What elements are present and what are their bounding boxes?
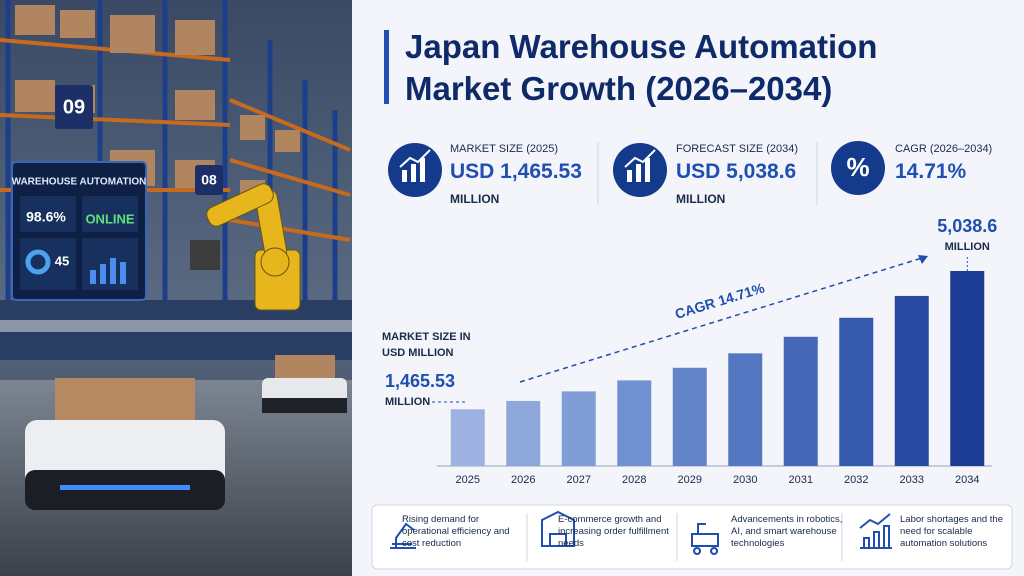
bar [617,380,652,466]
x-tick-label: 2031 [789,474,813,486]
screen-status: ONLINE [85,211,134,226]
bar [506,400,541,466]
value-label: 1,465.53 [385,371,455,391]
driver-text: E-commerce growth and increasing order f… [558,514,669,549]
driver-text: Advancements in robotics, AI, and smart … [731,514,843,549]
aisle-number: 08 [201,172,217,188]
driver-text: Rising demand for operational efficiency… [402,514,510,549]
trend-arrow [519,257,923,383]
screen-title: WAREHOUSE AUTOMATION [12,177,147,188]
x-tick-label: 2029 [678,474,702,486]
stat-value: USD 5,038.6 [676,160,797,183]
x-tick-label: 2025 [456,474,480,486]
stat-label: MARKET SIZE (2025) [450,143,558,155]
stat-unit: MILLION [676,192,726,206]
aisle-number: 09 [63,96,85,118]
x-tick-label: 2032 [844,474,868,486]
stat-unit: MILLION [450,192,500,206]
arrow-head [918,255,928,264]
bar [839,317,874,466]
bar [672,367,707,466]
x-tick-label: 2027 [567,474,591,486]
x-tick-label: 2033 [900,474,924,486]
bar [950,271,985,466]
x-tick-label: 2034 [955,474,979,486]
screen-rate: 98.6% [26,209,66,225]
bar [783,336,818,466]
icons: % [371,141,1013,570]
stat-value: USD 1,465.53 [450,160,582,183]
percent-icon: % [846,152,869,182]
y-axis-label: MARKET SIZE IN USD MILLION [382,331,471,359]
driver-text: Labor shortages and the need for scalabl… [900,514,1003,549]
bar [561,391,596,466]
stat-label: FORECAST SIZE (2034) [676,143,799,155]
x-tick-label: 2028 [622,474,646,486]
title-accent [384,30,389,104]
title: Japan Warehouse Automation Market Growth… [405,28,878,107]
stat-label: CAGR (2026–2034) [895,143,993,155]
bar [728,353,763,466]
annotation: CAGR 14.71% [673,279,767,322]
bar [894,295,929,466]
bar [450,409,485,466]
warehouse-photo: 09 08 WAREHOUSE AUTOMATION 98.6% ONLINE … [0,0,352,576]
screen-count: 45 [55,253,69,268]
value-label: 5,038.6 [937,216,997,236]
x-tick-label: 2026 [511,474,535,486]
value-unit: MILLION [385,396,430,408]
x-tick-label: 2030 [733,474,757,486]
stat-value: 14.71% [895,160,967,183]
value-unit: MILLION [945,241,990,253]
